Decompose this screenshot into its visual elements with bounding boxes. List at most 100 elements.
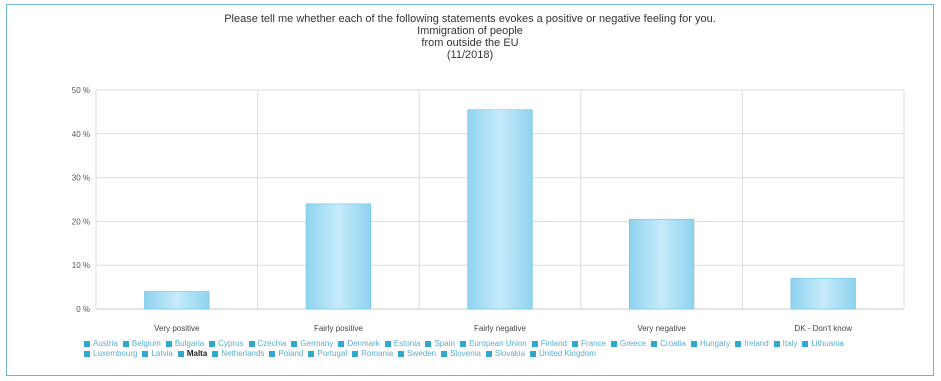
legend-swatch — [338, 340, 345, 347]
legend-swatch — [773, 340, 780, 347]
x-tick-label: Fairly negative — [474, 324, 527, 333]
legend-swatch — [165, 340, 172, 347]
chart-title: Please tell me whether each of the follo… — [7, 13, 933, 61]
legend-swatch — [122, 340, 129, 347]
x-tick-label: Fairly positive — [314, 324, 363, 333]
legend-label: Hungary — [699, 339, 731, 348]
y-tick-label: 10 % — [72, 261, 90, 270]
legend-label: Luxembourg — [93, 349, 138, 358]
legend-swatch — [142, 350, 149, 357]
legend-label: Romania — [361, 349, 394, 358]
legend-label: Croatia — [660, 339, 686, 348]
bar — [628, 218, 695, 310]
legend-item[interactable]: Czechia — [248, 339, 286, 349]
legend-label: Portugal — [317, 349, 348, 358]
legend-swatch — [84, 340, 90, 347]
legend-label: Ireland — [744, 339, 769, 348]
legend-label: Poland — [278, 349, 304, 358]
legend-item[interactable]: Hungary — [690, 339, 731, 349]
legend-label: Cyprus — [218, 339, 244, 348]
legend-item[interactable]: Croatia — [651, 339, 686, 349]
legend-item[interactable]: Latvia — [142, 349, 173, 359]
legend-label: Sweden — [407, 349, 437, 358]
bar — [305, 203, 372, 310]
legend-item[interactable]: Greece — [610, 339, 647, 349]
legend-item[interactable]: Austria — [84, 339, 118, 349]
legend-swatch — [308, 350, 315, 357]
legend-swatch — [177, 350, 184, 357]
legend-label: Slovenia — [450, 349, 481, 358]
y-tick-label: 30 % — [72, 174, 90, 183]
legend-item[interactable]: Lithuania — [802, 339, 844, 349]
legend: Austria Belgium Bulgaria Cyprus Czechia Germa… — [84, 339, 904, 359]
legend-swatch — [610, 340, 617, 347]
bar — [467, 109, 533, 310]
legend-label: Germany — [300, 339, 334, 348]
legend-item[interactable]: United Kingdom — [530, 349, 596, 359]
legend-label: Lithuania — [811, 339, 844, 348]
legend-item[interactable]: Malta — [177, 349, 208, 359]
legend-label: United Kingdom — [539, 349, 596, 358]
legend-label: Greece — [619, 339, 647, 348]
legend-item[interactable]: Luxembourg — [84, 349, 137, 359]
legend-swatch — [802, 340, 809, 347]
legend-item[interactable]: Portugal — [308, 349, 347, 359]
legend-label: Italy — [782, 339, 798, 348]
legend-item[interactable]: Italy — [773, 339, 798, 349]
y-tick-label: 40 % — [72, 130, 90, 139]
legend-item[interactable]: Netherlands — [212, 349, 264, 359]
legend-swatch — [209, 340, 216, 347]
legend-label: European Union — [468, 339, 527, 348]
legend-label: France — [581, 339, 606, 348]
legend-swatch — [384, 340, 391, 347]
legend-item[interactable]: Sweden — [398, 349, 436, 359]
y-tick-label: 0 % — [76, 305, 90, 314]
legend-swatch — [84, 350, 90, 357]
legend-swatch — [651, 340, 658, 347]
chart-title-line: (11/2018) — [446, 49, 494, 61]
legend-item[interactable]: Denmark — [338, 339, 380, 349]
legend-swatch — [269, 350, 276, 357]
legend-label: Austria — [93, 339, 118, 348]
legend-swatch — [352, 350, 359, 357]
legend-label: Estonia — [393, 339, 421, 348]
legend-label: Denmark — [347, 339, 380, 348]
legend-item[interactable]: Ireland — [735, 339, 769, 349]
chart-title-line: Immigration of people — [417, 25, 523, 37]
y-tick-label: 50 % — [72, 86, 90, 95]
legend-label: Spain — [434, 339, 455, 348]
legend-item[interactable]: Spain — [425, 339, 455, 349]
legend-swatch — [291, 340, 298, 347]
legend-swatch — [690, 340, 697, 347]
legend-swatch — [425, 340, 432, 347]
legend-swatch — [572, 340, 579, 347]
legend-item[interactable]: Bulgaria — [165, 339, 204, 349]
legend-item[interactable]: Romania — [352, 349, 393, 359]
x-tick-label: Very positive — [154, 324, 200, 333]
legend-label: Finland — [540, 339, 568, 348]
legend-item[interactable]: Slovenia — [441, 349, 481, 359]
legend-swatch — [248, 340, 255, 347]
legend-swatch — [485, 350, 492, 357]
bar — [790, 278, 856, 310]
legend-label: Malta — [186, 349, 208, 358]
legend-label: Belgium — [131, 339, 161, 348]
legend-swatch — [212, 350, 219, 357]
legend-item[interactable]: Poland — [269, 349, 303, 359]
legend-item[interactable]: Finland — [531, 339, 568, 349]
legend-label: Latvia — [151, 349, 173, 358]
legend-swatch — [459, 340, 466, 347]
legend-item[interactable]: Germany — [291, 339, 333, 349]
legend-item[interactable]: Estonia — [384, 339, 421, 349]
legend-swatch — [735, 340, 742, 347]
chart-title-line: Please tell me whether each of the follo… — [224, 13, 716, 25]
legend-label: Netherlands — [221, 349, 265, 358]
legend-item[interactable]: European Union — [459, 339, 527, 349]
x-tick-label: Very negative — [637, 324, 686, 333]
legend-swatch — [441, 350, 448, 357]
legend-item[interactable]: Belgium — [122, 339, 161, 349]
legend-item[interactable]: Slovakia — [485, 349, 525, 359]
legend-item[interactable]: France — [572, 339, 606, 349]
legend-item[interactable]: Cyprus — [209, 339, 244, 349]
